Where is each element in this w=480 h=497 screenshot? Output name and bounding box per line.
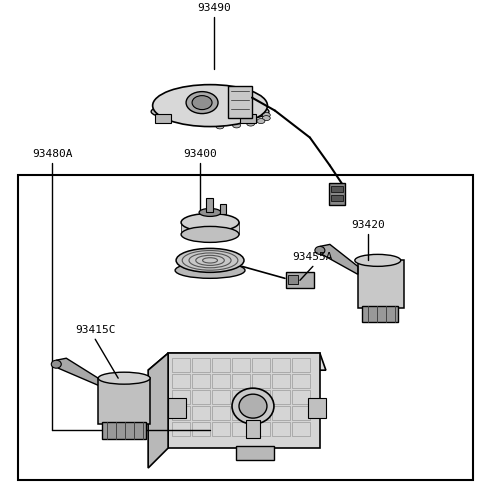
Ellipse shape (186, 91, 218, 114)
Ellipse shape (239, 394, 267, 418)
Bar (220, 204, 226, 214)
Ellipse shape (216, 104, 224, 109)
Ellipse shape (257, 119, 265, 124)
Bar (232, 358, 250, 372)
Bar (308, 398, 326, 418)
Bar (288, 275, 298, 284)
Bar (181, 223, 239, 235)
Polygon shape (148, 353, 326, 370)
Ellipse shape (151, 101, 269, 122)
Bar (98, 378, 150, 424)
Bar (172, 358, 190, 372)
Bar (292, 406, 310, 420)
Bar (358, 260, 404, 308)
Bar (362, 306, 398, 322)
Bar (206, 198, 213, 212)
Bar (292, 374, 310, 388)
Ellipse shape (176, 248, 244, 272)
Ellipse shape (216, 124, 224, 129)
Polygon shape (56, 358, 100, 386)
Bar (331, 195, 343, 201)
Bar (252, 374, 270, 388)
Bar (232, 390, 250, 404)
Bar (172, 422, 190, 436)
Bar (272, 422, 290, 436)
Bar (192, 422, 210, 436)
Bar (212, 390, 230, 404)
Ellipse shape (262, 112, 270, 117)
Polygon shape (320, 245, 358, 274)
Bar (155, 114, 171, 123)
Polygon shape (148, 353, 168, 468)
Bar (168, 398, 186, 418)
Ellipse shape (181, 213, 239, 232)
Bar (212, 358, 230, 372)
Text: 93490: 93490 (197, 3, 231, 13)
Bar (292, 422, 310, 436)
Bar (331, 186, 343, 192)
Ellipse shape (192, 95, 212, 110)
Text: 93400: 93400 (183, 149, 217, 159)
Text: 93420: 93420 (351, 220, 384, 231)
Bar (192, 358, 210, 372)
Bar (329, 183, 345, 205)
Bar (292, 358, 310, 372)
Bar (232, 406, 250, 420)
Bar (192, 374, 210, 388)
Ellipse shape (181, 227, 239, 243)
Bar (212, 374, 230, 388)
Bar (272, 358, 290, 372)
Bar (252, 422, 270, 436)
Bar (240, 114, 256, 123)
Ellipse shape (153, 84, 267, 127)
Bar (246, 420, 260, 438)
Bar (286, 272, 314, 288)
Bar (228, 85, 252, 118)
Bar (212, 422, 230, 436)
Bar (252, 406, 270, 420)
Bar (272, 390, 290, 404)
Bar (172, 406, 190, 420)
Ellipse shape (233, 105, 240, 110)
Bar (168, 353, 320, 448)
Ellipse shape (199, 208, 221, 216)
Bar (272, 374, 290, 388)
Text: 93480A: 93480A (32, 149, 72, 159)
Bar (292, 390, 310, 404)
Ellipse shape (355, 254, 401, 266)
Ellipse shape (257, 110, 265, 115)
Bar (192, 406, 210, 420)
Ellipse shape (315, 247, 325, 254)
Ellipse shape (233, 123, 240, 128)
Bar (252, 358, 270, 372)
Bar (172, 374, 190, 388)
Bar (232, 422, 250, 436)
Bar (252, 390, 270, 404)
Bar (272, 406, 290, 420)
Ellipse shape (98, 372, 150, 384)
Ellipse shape (232, 388, 274, 424)
Ellipse shape (247, 107, 255, 112)
Text: 93455A: 93455A (293, 252, 333, 262)
Ellipse shape (262, 116, 270, 121)
Ellipse shape (247, 121, 255, 126)
Text: 93415C: 93415C (75, 325, 116, 335)
Bar (232, 374, 250, 388)
Bar (212, 406, 230, 420)
Bar (102, 422, 146, 439)
Bar (18, 175, 473, 480)
Bar (192, 390, 210, 404)
Ellipse shape (175, 262, 245, 278)
Bar (236, 446, 274, 460)
Bar (172, 390, 190, 404)
Ellipse shape (51, 360, 61, 368)
